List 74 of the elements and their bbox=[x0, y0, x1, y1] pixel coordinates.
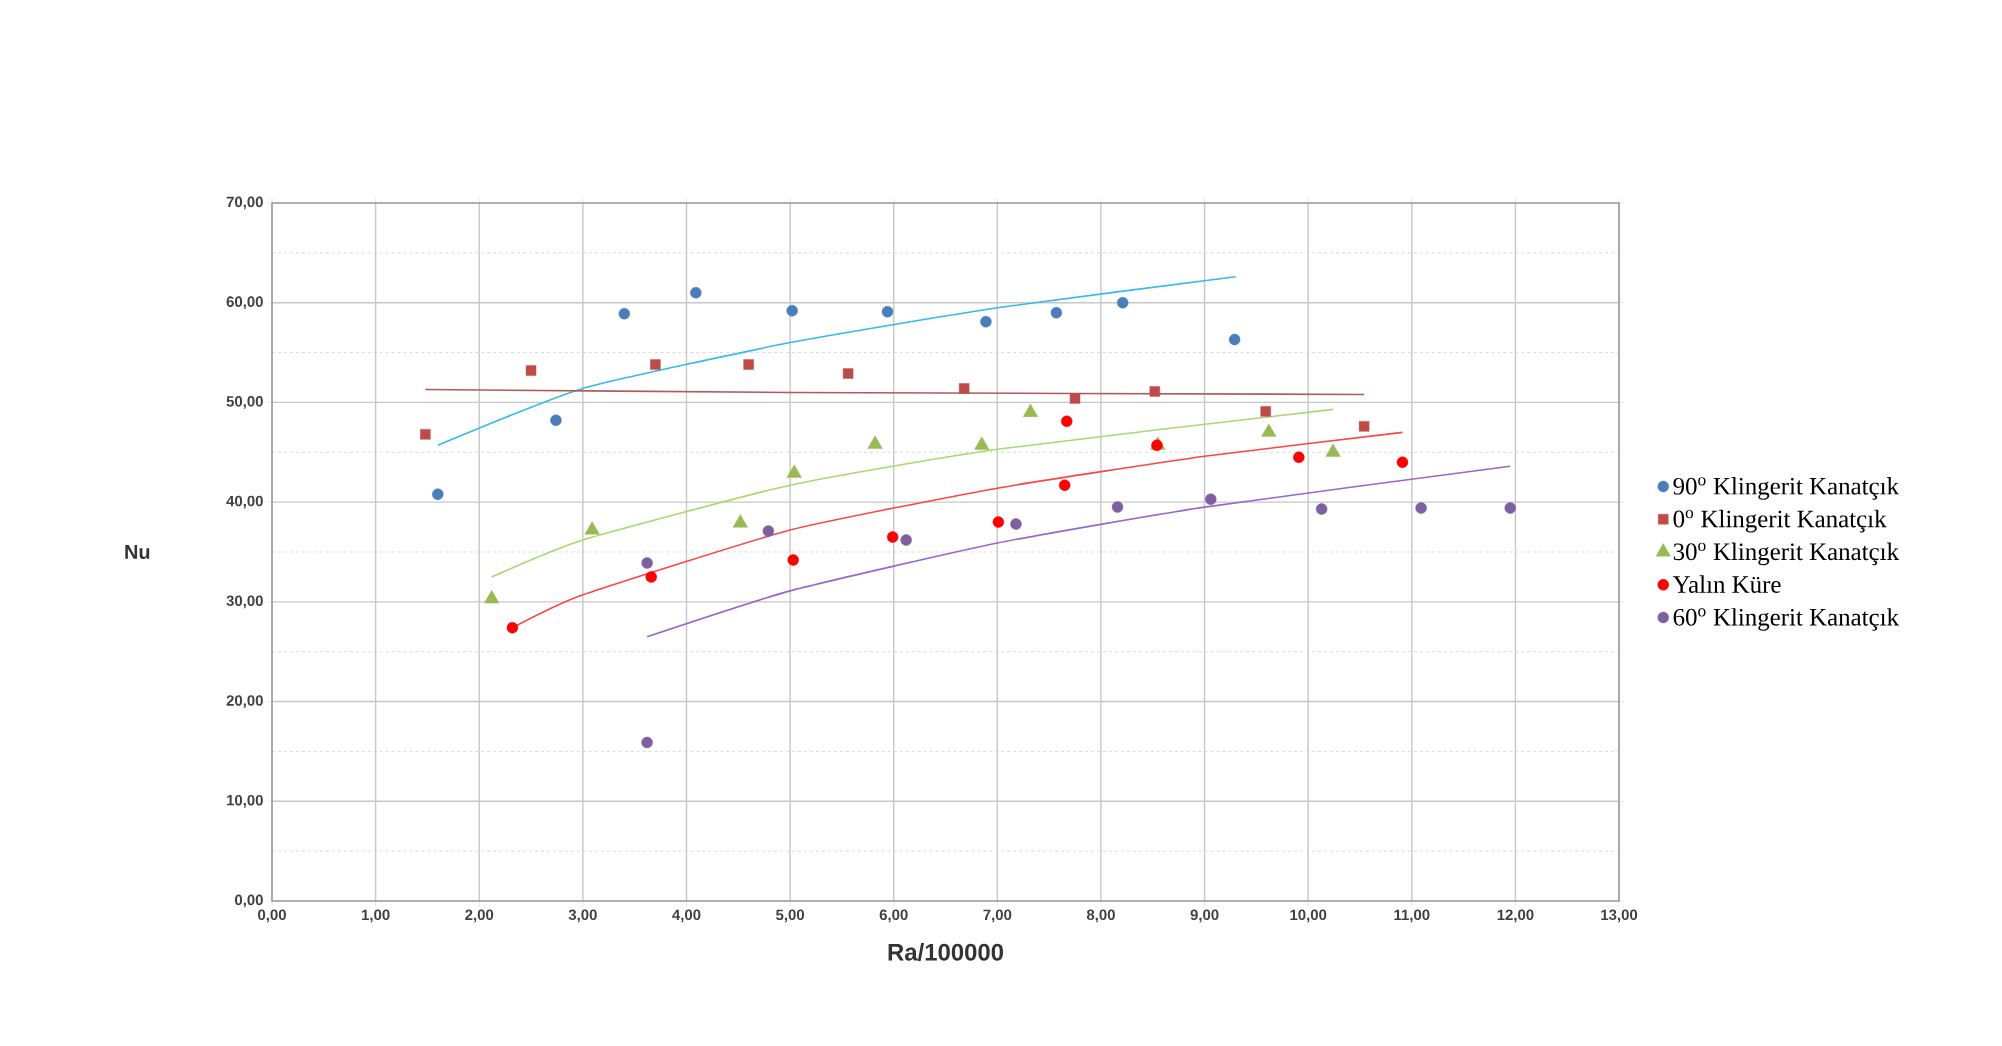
point bbox=[787, 554, 799, 566]
point bbox=[786, 304, 798, 317]
point bbox=[1315, 503, 1328, 515]
point bbox=[1058, 479, 1071, 491]
line-series bbox=[436, 275, 1237, 447]
x-tick-label: 3,00 bbox=[568, 909, 597, 923]
y-axis-title: Nu bbox=[125, 545, 150, 559]
point bbox=[886, 531, 899, 543]
point bbox=[650, 359, 661, 370]
point bbox=[550, 414, 562, 427]
y-tick-label: 60,00 bbox=[226, 296, 263, 310]
x-tick-label: 11,00 bbox=[1394, 909, 1430, 923]
point bbox=[1117, 297, 1129, 309]
x-tick-label: 8,00 bbox=[1086, 909, 1115, 923]
point bbox=[732, 514, 748, 528]
point bbox=[1010, 518, 1022, 530]
x-tick-label: 9,00 bbox=[1190, 909, 1219, 923]
point bbox=[1061, 415, 1073, 428]
legend-label: 30$^{o}$ Klingerit Kanatçık bbox=[1673, 542, 1900, 566]
point bbox=[1260, 406, 1271, 417]
point bbox=[584, 521, 600, 535]
point bbox=[432, 488, 444, 500]
legend-label: 90$^{o}$ Klingerit Kanatçık bbox=[1673, 477, 1900, 500]
point bbox=[1111, 501, 1124, 513]
legend-label: 0$^{o}$ Klingerit Kanatçık bbox=[1673, 509, 1887, 533]
point bbox=[641, 736, 653, 749]
x-tick-label: 0,00 bbox=[258, 909, 286, 923]
x-tick-label: 6,00 bbox=[879, 909, 908, 923]
point bbox=[525, 365, 537, 376]
y-tick-label: 0,00 bbox=[234, 894, 263, 908]
point bbox=[743, 359, 754, 370]
x-tick-label: 10,00 bbox=[1290, 909, 1327, 923]
point bbox=[1396, 456, 1409, 468]
point bbox=[1415, 502, 1427, 514]
point bbox=[1050, 306, 1063, 319]
point bbox=[842, 368, 854, 379]
point bbox=[1069, 393, 1081, 404]
y-tick-label: 50,00 bbox=[226, 396, 263, 409]
y-tick-label: 40,00 bbox=[226, 495, 263, 509]
line-series bbox=[490, 408, 1334, 578]
x-tick-label: 2,00 bbox=[465, 909, 494, 923]
x-tick-label: 4,00 bbox=[672, 909, 701, 923]
point bbox=[881, 305, 894, 318]
point bbox=[484, 590, 500, 604]
point bbox=[958, 383, 970, 394]
legend-label: Yalın Küre bbox=[1672, 575, 1781, 593]
point bbox=[506, 622, 519, 634]
y-tick-label: 10,00 bbox=[227, 794, 263, 808]
point bbox=[992, 516, 1005, 528]
x-tick-label: 5,00 bbox=[776, 909, 805, 923]
point bbox=[1205, 493, 1217, 505]
y-tick-label: 70,00 bbox=[226, 196, 263, 210]
x-tick-label: 7,00 bbox=[983, 909, 1012, 923]
point bbox=[641, 557, 653, 569]
x-tick-label: 1,00 bbox=[362, 909, 390, 923]
point bbox=[1228, 333, 1241, 346]
point bbox=[1293, 451, 1305, 463]
point bbox=[618, 307, 630, 320]
point bbox=[690, 287, 702, 299]
point bbox=[980, 315, 992, 328]
legend-label: 60$^{o}$ Klingerit Kanatçık bbox=[1673, 608, 1900, 631]
x-tick-label: 13,00 bbox=[1601, 909, 1638, 923]
point bbox=[1358, 421, 1370, 432]
y-tick-label: 30,00 bbox=[226, 595, 263, 609]
point bbox=[420, 429, 431, 440]
y-tick-label: 20,00 bbox=[226, 695, 263, 708]
x-axis-title: Ra/100000 bbox=[888, 943, 1004, 961]
point bbox=[645, 571, 657, 583]
point bbox=[900, 534, 912, 546]
x-tick-label: 12,00 bbox=[1497, 909, 1534, 923]
point bbox=[1504, 502, 1516, 514]
point bbox=[1149, 386, 1161, 397]
point bbox=[762, 525, 775, 537]
line-series bbox=[646, 465, 1512, 638]
